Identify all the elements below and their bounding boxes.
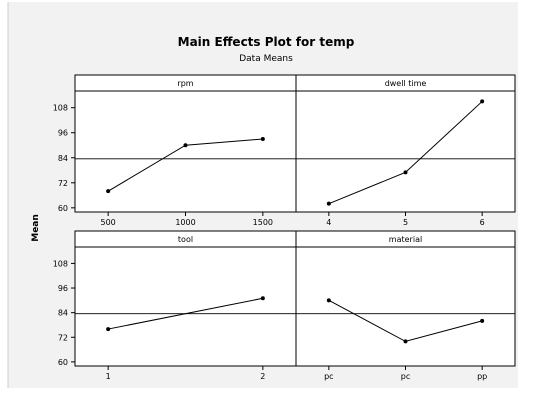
panel-title: tool [178, 235, 193, 244]
panel-title: material [389, 235, 422, 244]
y-tick-label: 108 [53, 259, 68, 268]
panel-dwell-time: dwell time 4 5 6 [295, 74, 516, 227]
panels-group: rpm 60 72 84 96 108 500 1000 1500 dwell time 4 5 6 to… [53, 74, 516, 381]
x-tick-label: 1500 [253, 218, 273, 227]
x-tick-label: 5 [403, 218, 408, 227]
data-point [106, 189, 111, 194]
y-tick-label: 108 [53, 104, 68, 113]
x-tick-label: 6 [480, 218, 485, 227]
panel-material: material pc pc pp [295, 230, 516, 381]
panel-tool: tool 60 72 84 96 108 1 2 [53, 230, 297, 381]
series-line [108, 297, 263, 330]
y-tick-label: 60 [58, 358, 68, 367]
data-point [326, 201, 331, 206]
panel-title: rpm [177, 79, 193, 88]
x-tick-label: 500 [101, 218, 116, 227]
y-tick-label: 96 [58, 284, 68, 293]
data-point [260, 136, 265, 141]
data-point [480, 99, 485, 104]
chart-title: Main Effects Plot for temp [178, 35, 355, 49]
data-point [403, 339, 408, 344]
x-tick-label: pc [324, 372, 333, 381]
y-tick-label: 72 [58, 179, 68, 188]
y-tick-label: 96 [58, 129, 68, 138]
panel-title: dwell time [385, 79, 427, 88]
x-tick-label: 2 [260, 372, 265, 381]
data-point [106, 327, 111, 332]
x-tick-label: 1000 [175, 218, 195, 227]
data-point [326, 298, 331, 303]
x-tick-label: pp [477, 372, 487, 381]
y-tick-label: 72 [58, 333, 68, 342]
x-tick-label: 1 [106, 372, 111, 381]
panel-box [295, 230, 516, 367]
x-tick-label: pc [401, 372, 410, 381]
y-tick-label: 84 [58, 154, 68, 163]
x-tick-label: 4 [326, 218, 331, 227]
panel-rpm: rpm 60 72 84 96 108 500 1000 1500 [53, 74, 297, 227]
y-tick-label: 84 [58, 309, 68, 318]
chart-subtitle: Data Means [239, 54, 293, 64]
y-tick-label: 60 [58, 204, 68, 213]
y-axis-label: Mean [31, 214, 41, 242]
data-point [403, 170, 408, 175]
data-point [480, 318, 485, 323]
data-point [183, 143, 188, 148]
data-point [260, 296, 265, 301]
panel-box [295, 74, 516, 213]
